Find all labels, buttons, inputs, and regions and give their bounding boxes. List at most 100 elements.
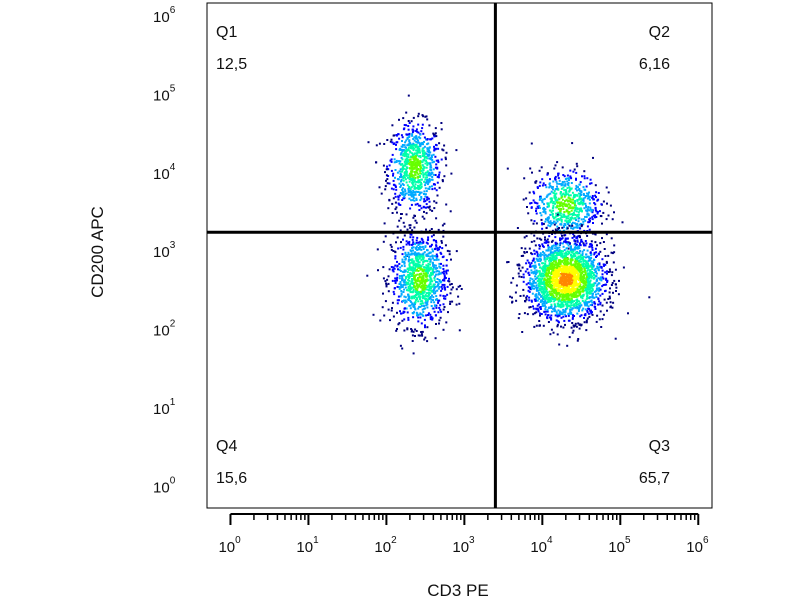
event-dot (420, 286, 423, 289)
event-dot (569, 197, 572, 200)
event-dot (589, 258, 592, 261)
event-dot (536, 286, 539, 289)
event-dot (577, 262, 580, 265)
event-dot (551, 254, 553, 257)
event-dot (431, 271, 434, 274)
event-dot (550, 279, 553, 281)
event-dot (415, 161, 418, 164)
event-dot (423, 198, 426, 201)
event-dot (395, 134, 398, 137)
event-dot (432, 289, 435, 292)
event-dot (564, 257, 567, 260)
event-dot (367, 141, 370, 144)
event-dot (418, 254, 420, 257)
event-dot (535, 294, 538, 297)
event-dot (577, 220, 580, 223)
event-dot (564, 291, 567, 294)
event-dot (554, 195, 557, 198)
event-dot (575, 304, 578, 307)
event-dot (392, 188, 395, 191)
event-dot (543, 266, 546, 269)
event-dot (419, 290, 422, 293)
event-dot (567, 304, 570, 307)
event-dot (574, 201, 577, 204)
event-dot (433, 145, 435, 148)
event-dot (572, 277, 575, 280)
event-dot (538, 285, 540, 287)
event-dot (433, 149, 436, 152)
event-dot (568, 288, 571, 291)
event-dot (407, 160, 410, 163)
event-dot (558, 274, 561, 277)
event-dot (421, 308, 424, 311)
event-dot (378, 142, 381, 145)
event-dot (550, 190, 553, 193)
event-dot (418, 246, 421, 249)
event-dot (427, 181, 430, 184)
event-dot (588, 191, 590, 194)
event-dot (559, 204, 561, 207)
event-dot (394, 195, 397, 198)
event-dot (432, 132, 435, 135)
quadrant-percentage: 6,16 (639, 56, 670, 73)
event-dot (558, 260, 561, 263)
event-dot (531, 292, 534, 295)
event-dot (578, 203, 581, 206)
event-dot (396, 279, 398, 282)
event-dot (397, 295, 400, 298)
event-dot (385, 282, 388, 285)
event-dot (540, 238, 543, 241)
event-dot (540, 313, 543, 315)
event-dot (556, 282, 559, 284)
event-dot (412, 125, 415, 128)
event-dot (573, 278, 576, 281)
event-dot (547, 244, 550, 247)
event-dot (410, 170, 413, 173)
event-dot (400, 264, 403, 267)
event-dot (430, 286, 433, 288)
event-dot (437, 301, 440, 304)
event-dot (563, 240, 566, 243)
event-dot (558, 250, 561, 253)
event-dot (431, 289, 434, 292)
event-dot (537, 289, 540, 292)
event-dot (555, 311, 558, 314)
event-dot (419, 151, 422, 154)
event-dot (410, 243, 413, 246)
event-dot (581, 299, 584, 302)
event-dot (403, 255, 406, 258)
event-dot (407, 278, 410, 281)
event-dot (425, 292, 428, 295)
event-dot (431, 137, 434, 140)
event-dot (557, 254, 560, 256)
event-dot (611, 271, 614, 274)
event-dot (445, 151, 448, 154)
event-dot (533, 234, 536, 237)
event-dot (560, 265, 563, 267)
event-dot (418, 263, 421, 266)
event-dot (589, 292, 592, 295)
event-dot (563, 254, 566, 257)
event-dot (538, 169, 541, 172)
event-dot (427, 295, 430, 298)
event-dot (431, 269, 434, 272)
event-dot (605, 218, 608, 221)
event-dot (553, 263, 556, 266)
event-dot (423, 193, 425, 195)
event-dot (422, 291, 425, 294)
event-dot (548, 183, 551, 186)
event-dot (443, 287, 446, 289)
event-dot (408, 243, 411, 246)
event-dot (422, 152, 424, 155)
event-dot (432, 234, 435, 237)
event-dot (584, 303, 587, 306)
event-dot (567, 319, 570, 322)
event-dot (579, 305, 582, 308)
y-tick-label: 102 (153, 319, 176, 340)
event-dot (443, 297, 445, 300)
event-dot (552, 222, 555, 225)
event-dot (384, 235, 387, 238)
event-dot (538, 297, 541, 300)
event-dot (535, 271, 538, 274)
event-dot (415, 169, 418, 172)
